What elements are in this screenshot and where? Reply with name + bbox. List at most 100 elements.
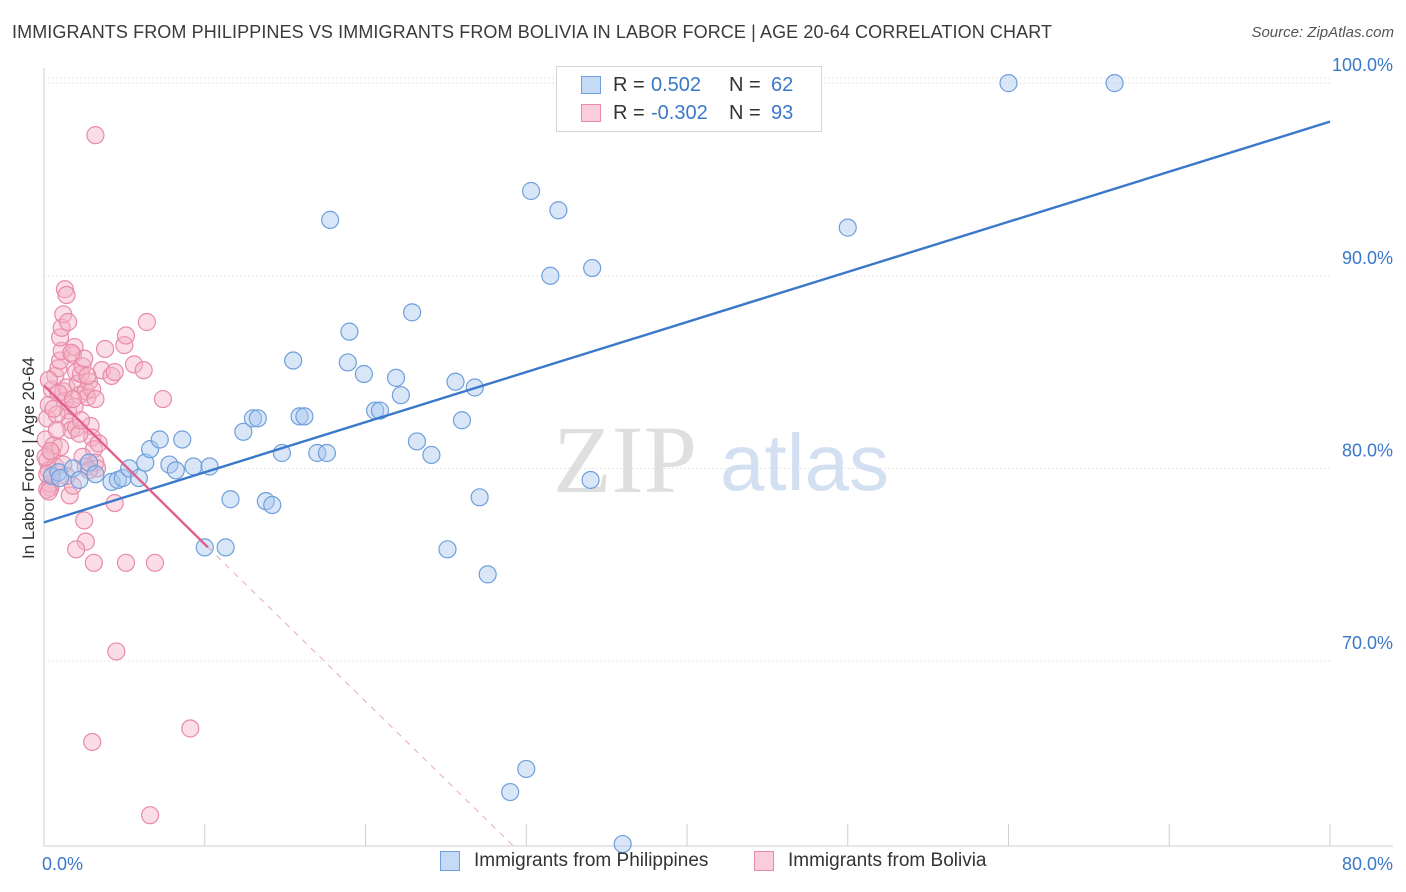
- philippines-point: [140, 440, 160, 459]
- philippines-point: [354, 364, 373, 384]
- philippines-point: [581, 470, 600, 490]
- bolivia-point: [153, 389, 173, 409]
- philippines-point: [407, 432, 427, 451]
- r-label: R =: [613, 73, 645, 96]
- y-tick-label: 80.0%: [1342, 440, 1393, 460]
- philippines-point: [541, 266, 560, 285]
- bolivia-point: [124, 355, 144, 374]
- source-label: Source: ZipAtlas.com: [1251, 24, 1394, 41]
- bolivia-point: [86, 126, 105, 145]
- y-tick-label: 70.0%: [1342, 633, 1393, 653]
- bolivia-point: [116, 553, 136, 572]
- legend-label-bolivia: Immigrants from Bolivia: [788, 850, 987, 871]
- bolivia-point: [95, 339, 115, 359]
- n-label: N =: [729, 73, 761, 96]
- bolivia-point: [107, 642, 126, 661]
- bolivia-point: [47, 405, 66, 424]
- bolivia-point: [86, 389, 105, 409]
- bolivia-point: [116, 326, 136, 345]
- watermark-zip: ZIP: [553, 406, 697, 513]
- philippines-point: [438, 540, 457, 559]
- y-tick-label: 100.0%: [1332, 55, 1393, 75]
- philippines-point: [317, 443, 337, 463]
- philippines-point: [446, 372, 465, 391]
- legend-swatch-philippines: [440, 851, 460, 871]
- bolivia-point: [44, 399, 63, 418]
- legend-row-philippines: R = 0.502 N = 62: [581, 71, 793, 99]
- tick-labels: 70.0% 80.0% 90.0% 100.0% 0.0% 80.0%: [42, 55, 1393, 874]
- x-tick-label-min: 0.0%: [42, 854, 83, 874]
- watermark-atlas: atlas: [720, 418, 889, 507]
- philippines-point: [613, 834, 632, 854]
- bolivia-point: [67, 540, 86, 559]
- bolivia-trend-line: [43, 384, 209, 549]
- n-value-bolivia: 93: [771, 101, 794, 124]
- legend-swatch-bolivia: [754, 851, 774, 871]
- axes: [43, 68, 1393, 847]
- philippines-point: [243, 409, 263, 428]
- bolivia-point: [89, 434, 108, 453]
- philippines-point: [234, 422, 253, 441]
- bolivia-point: [73, 357, 92, 376]
- philippines-point: [263, 495, 282, 515]
- philippines-point: [70, 470, 89, 490]
- philippines-point: [521, 181, 541, 201]
- bolivia-point: [41, 441, 60, 461]
- philippines-point: [321, 210, 340, 229]
- philippines-point: [63, 459, 83, 478]
- bolivia-point: [71, 411, 91, 430]
- r-label: R =: [613, 101, 645, 124]
- legend-row-bolivia: R = -0.302 N = 93: [581, 99, 793, 127]
- philippines-point: [549, 201, 568, 220]
- bolivia-point: [134, 361, 153, 380]
- bolivia-point: [60, 486, 79, 505]
- philippines-point: [113, 468, 132, 488]
- y-tick-label: 90.0%: [1342, 248, 1393, 268]
- watermark: ZIP atlas: [553, 406, 889, 513]
- philippines-point: [295, 407, 314, 426]
- y-axis-label: In Labor Force | Age 20-64: [19, 357, 38, 559]
- philippines-point: [370, 401, 390, 420]
- bolivia-point: [75, 511, 94, 530]
- series-legend: Immigrants from Philippines Immigrants f…: [0, 850, 1406, 878]
- x-tick-label-max: 80.0%: [1342, 854, 1393, 874]
- philippines-points: [42, 74, 1124, 854]
- philippines-point: [838, 218, 857, 237]
- bolivia-points: [36, 126, 200, 825]
- bolivia-point: [39, 482, 58, 501]
- philippines-point: [173, 430, 192, 449]
- philippines-point: [86, 465, 105, 484]
- philippines-point: [386, 368, 406, 387]
- bolivia-trend-extension: [207, 547, 514, 847]
- philippines-point: [340, 322, 359, 341]
- philippines-point: [478, 565, 497, 584]
- bolivia-point: [36, 447, 55, 466]
- philippines-point: [403, 303, 422, 322]
- philippines-point: [79, 453, 99, 472]
- philippines-point: [136, 453, 155, 472]
- trend-lines: [43, 120, 1331, 847]
- philippines-point: [284, 351, 303, 370]
- philippines-point: [1105, 74, 1124, 93]
- bolivia-point: [83, 732, 102, 752]
- bolivia-point: [47, 420, 66, 439]
- philippines-point: [391, 386, 410, 405]
- grid-lines: [44, 77, 1330, 662]
- philippines-point: [184, 457, 203, 476]
- bolivia-point: [78, 366, 97, 386]
- bolivia-point: [105, 362, 124, 382]
- legend-item-philippines[interactable]: Immigrants from Philippines: [440, 850, 708, 872]
- n-label: N =: [729, 101, 761, 124]
- bolivia-point: [50, 438, 70, 457]
- bolivia-point: [145, 553, 165, 572]
- bolivia-point: [140, 806, 160, 825]
- legend-label-philippines: Immigrants from Philippines: [474, 850, 709, 871]
- philippines-point: [501, 782, 520, 802]
- legend-item-bolivia[interactable]: Immigrants from Bolivia: [754, 850, 987, 872]
- chart-title: IMMIGRANTS FROM PHILIPPINES VS IMMIGRANT…: [12, 22, 1053, 42]
- philippines-point: [470, 488, 489, 507]
- philippines-point: [999, 74, 1018, 93]
- philippines-trend-line: [43, 120, 1331, 524]
- legend-swatch-pink: [581, 104, 601, 122]
- philippines-point: [50, 468, 70, 488]
